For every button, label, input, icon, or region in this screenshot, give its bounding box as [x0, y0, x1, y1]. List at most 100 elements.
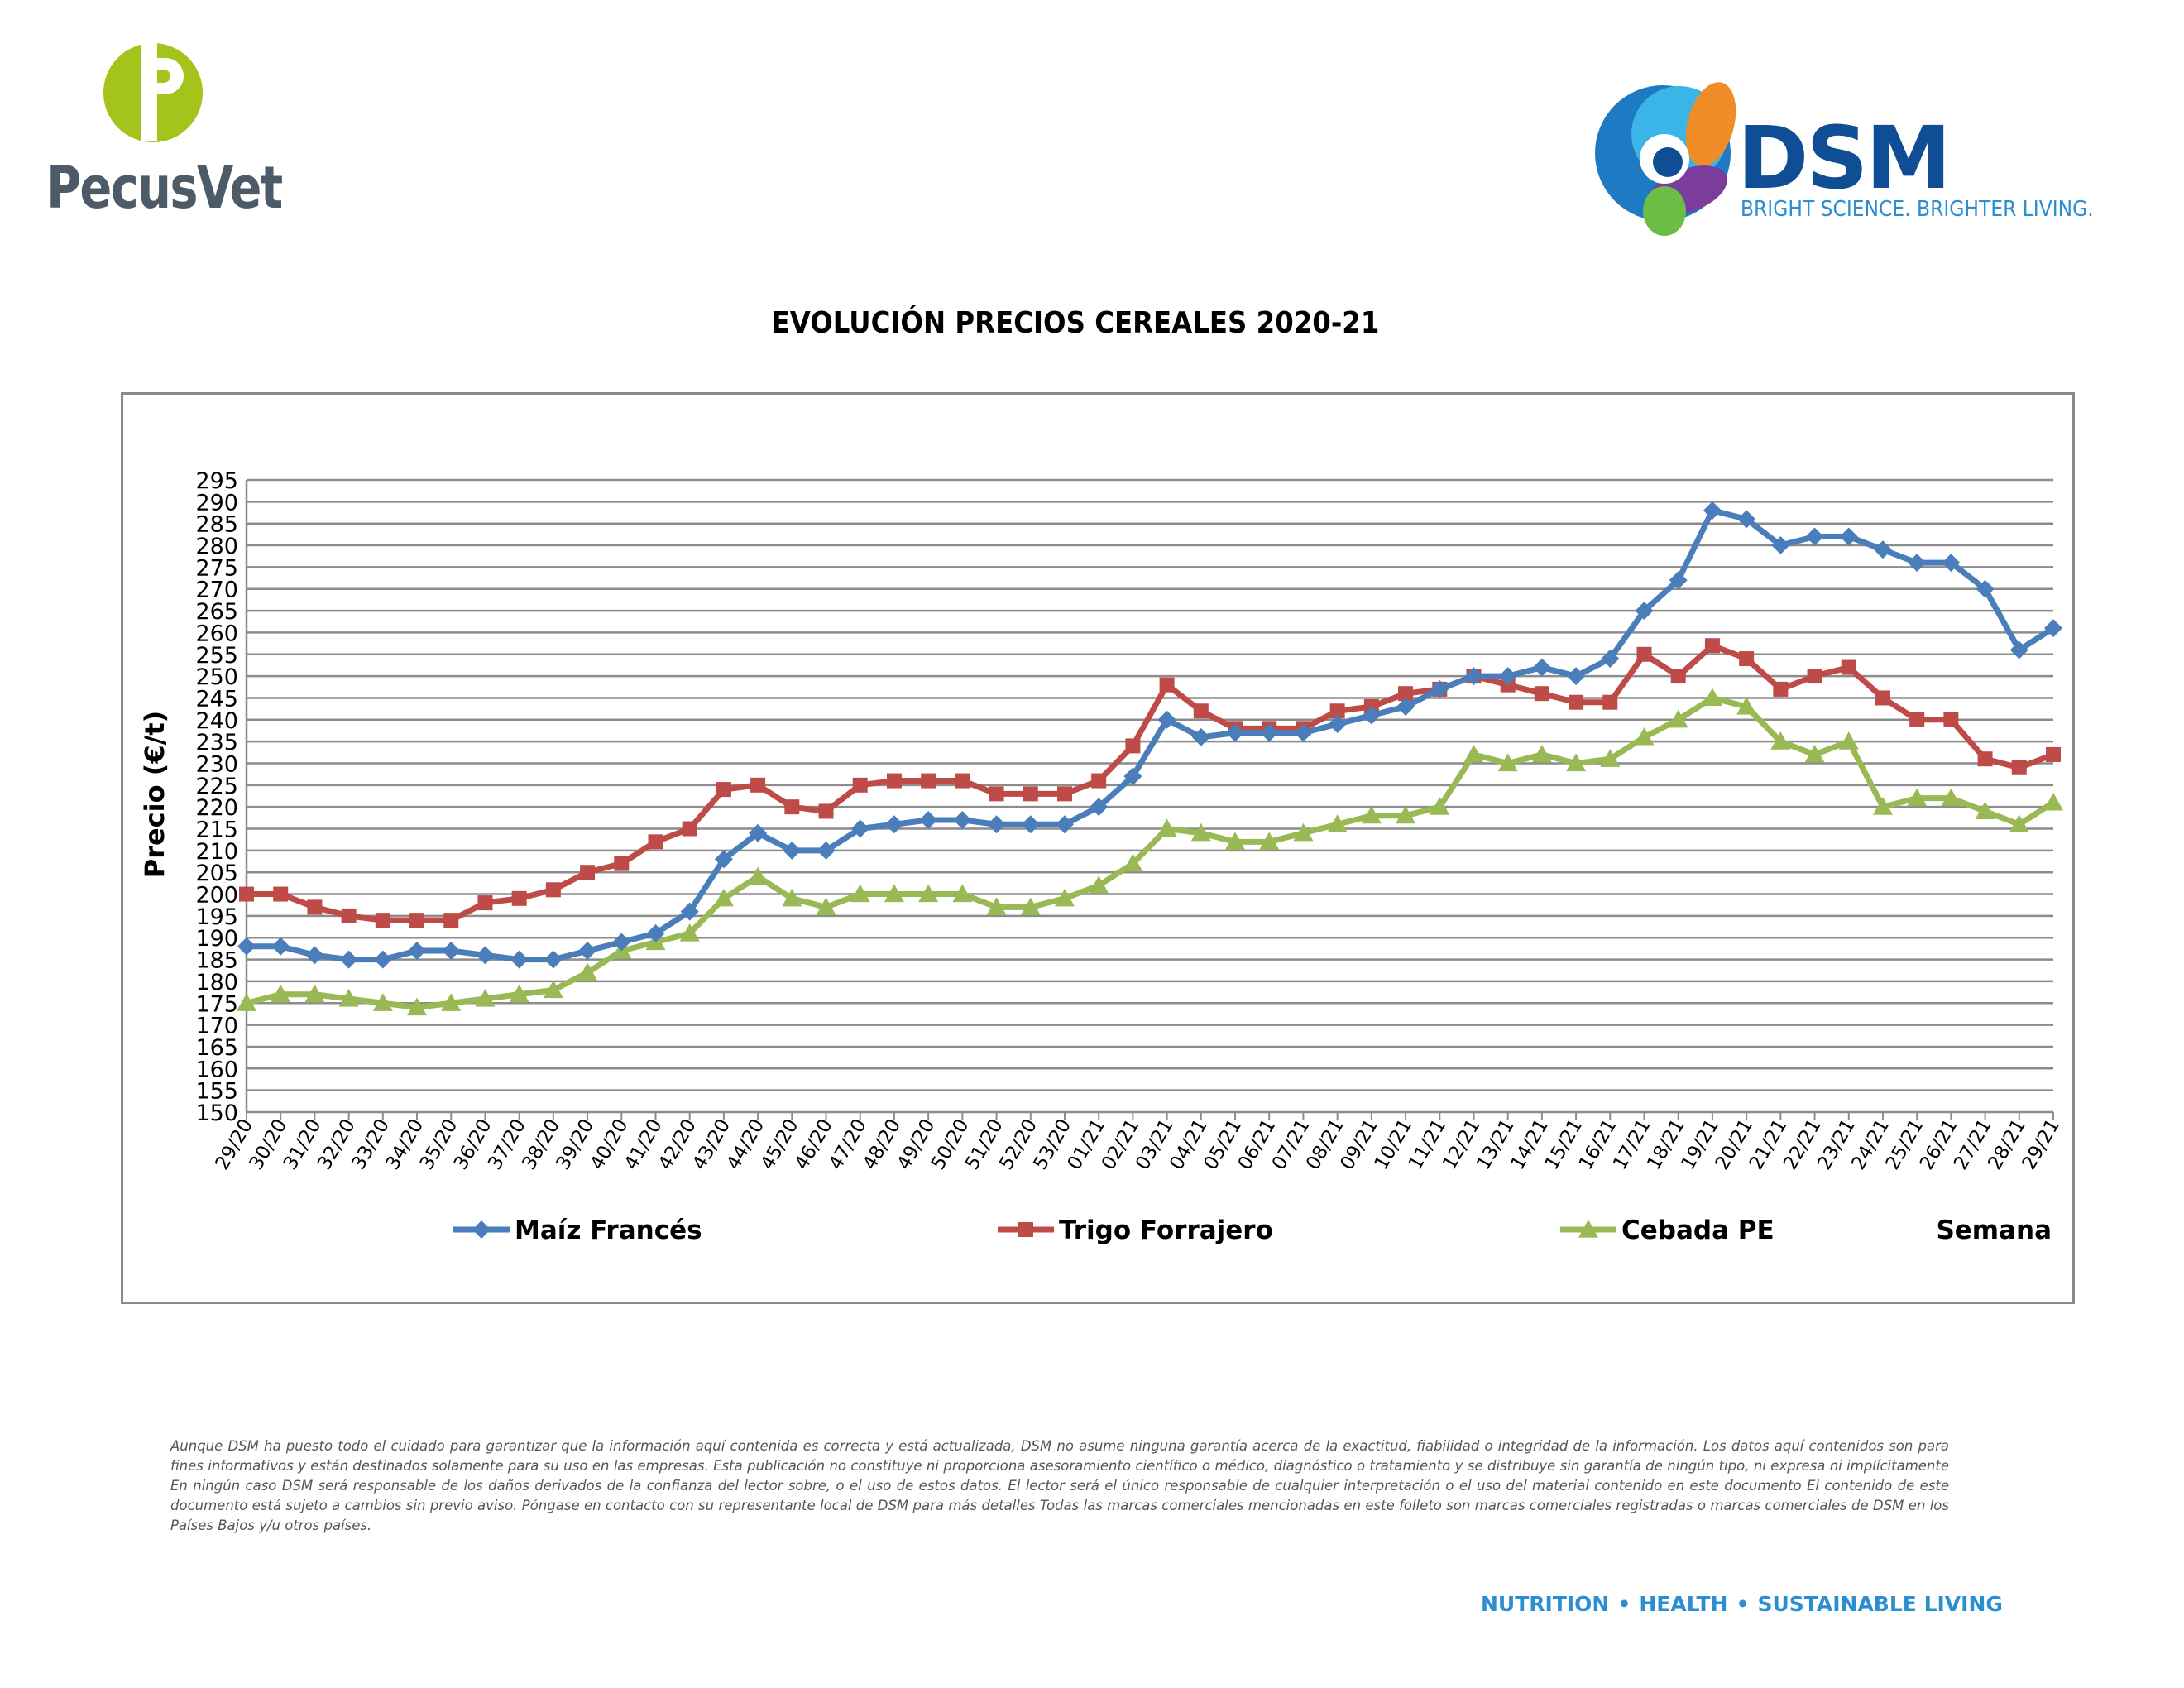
data-point-diamond — [850, 819, 869, 838]
footer-separator: • — [1617, 1592, 1631, 1616]
data-point-diamond — [1976, 579, 1995, 598]
data-point-square — [1977, 751, 1993, 767]
data-point-square — [580, 865, 596, 880]
data-point-triangle — [816, 897, 836, 915]
data-point-triangle — [2043, 792, 2063, 811]
data-point-square — [1909, 712, 1925, 727]
data-point-square — [852, 777, 868, 793]
data-point-diamond — [1635, 602, 1654, 621]
data-point-diamond — [749, 823, 768, 842]
data-point-diamond — [1021, 815, 1040, 834]
data-point-diamond — [680, 902, 699, 921]
data-point-diamond — [1328, 715, 1347, 734]
data-point-triangle — [271, 984, 291, 1003]
legend-label: Cebada PE — [1621, 1216, 1774, 1245]
data-point-diamond — [1839, 527, 1858, 546]
data-point-triangle — [1293, 822, 1314, 842]
chart-legend: Maíz Francés Trigo Forrajero Cebada PE — [453, 1216, 1774, 1245]
data-point-square — [1398, 686, 1414, 702]
legend-item: Cebada PE — [1560, 1216, 1774, 1245]
data-point-diamond — [987, 815, 1006, 834]
data-point-square — [1329, 703, 1345, 719]
data-point-square — [614, 856, 630, 871]
data-point-triangle — [304, 984, 325, 1003]
data-point-diamond — [1567, 667, 1586, 686]
data-point-diamond — [953, 810, 972, 829]
y-tick-label: 190 — [195, 926, 238, 952]
data-point-triangle — [1190, 822, 1211, 842]
data-point-diamond — [1055, 815, 1074, 834]
chart-frame — [121, 392, 2075, 1304]
data-point-triangle — [338, 989, 359, 1007]
data-point-triangle — [1361, 805, 1382, 824]
data-point-diamond — [1805, 527, 1824, 546]
data-point-square — [1193, 703, 1209, 719]
chart-title: EVOLUCIÓN PRECIOS CEREALES 2020-21 — [771, 306, 1380, 340]
y-tick-label: 260 — [195, 621, 238, 646]
data-point-diamond — [373, 950, 392, 969]
y-tick-label: 250 — [195, 664, 238, 690]
data-point-square — [239, 886, 254, 902]
data-point-triangle — [782, 888, 802, 907]
y-tick-label: 160 — [195, 1057, 238, 1082]
data-point-square — [1534, 686, 1549, 702]
data-point-square — [648, 834, 663, 850]
data-point-diamond — [1601, 650, 1620, 669]
data-point-triangle — [1941, 788, 1961, 807]
data-point-square — [1875, 690, 1890, 706]
data-point-diamond — [1362, 706, 1381, 725]
data-point-triangle — [1259, 832, 1280, 850]
data-point-square — [511, 890, 527, 906]
footer-item-nutrition: NUTRITION — [1481, 1592, 1610, 1616]
data-point-square — [1018, 1222, 1033, 1237]
data-point-triangle — [1872, 797, 1893, 815]
y-tick-label: 200 — [195, 883, 238, 909]
dsm-logo — [1595, 82, 1736, 236]
y-tick-label: 170 — [195, 1014, 238, 1039]
data-point-diamond — [714, 850, 733, 869]
legend-item: Maíz Francés — [453, 1216, 702, 1245]
data-point-square — [1704, 638, 1720, 654]
x-axis-label: Semana — [1936, 1216, 2052, 1245]
data-point-diamond — [544, 950, 563, 969]
data-point-diamond — [237, 937, 256, 956]
data-point-diamond — [578, 942, 597, 961]
dsm-tagline: BRIGHT SCIENCE. BRIGHTER LIVING. — [1741, 197, 2094, 222]
data-point-triangle — [952, 884, 973, 903]
data-point-diamond — [1669, 571, 1688, 590]
data-point-diamond — [1498, 667, 1517, 686]
data-point-diamond — [476, 946, 495, 965]
data-point-diamond — [442, 942, 461, 961]
data-point-diamond — [646, 923, 665, 942]
y-tick-label: 230 — [195, 751, 238, 777]
data-point-diamond — [339, 950, 358, 969]
data-point-square — [682, 821, 697, 837]
y-tick-label: 285 — [195, 512, 238, 538]
data-point-triangle — [986, 897, 1007, 915]
footer-item-sustainable-living: SUSTAINABLE LIVING — [1757, 1592, 2003, 1616]
data-point-diamond — [1771, 536, 1790, 555]
dsm-logo-text: DSM — [1737, 108, 1952, 209]
y-tick-label: 245 — [195, 686, 238, 712]
data-point-diamond — [2044, 619, 2062, 638]
pecusvet-logo-text: PecusVet — [46, 154, 283, 222]
data-point-square — [1602, 694, 1618, 710]
data-point-square — [443, 913, 459, 928]
data-point-triangle — [1531, 744, 1552, 763]
data-point-triangle — [1020, 897, 1041, 915]
data-point-square — [1159, 677, 1175, 693]
data-point-triangle — [1838, 731, 1859, 750]
data-point-triangle — [1578, 1220, 1598, 1238]
data-point-diamond — [305, 946, 324, 965]
data-point-diamond — [408, 942, 427, 961]
y-tick-label: 225 — [195, 774, 238, 799]
data-point-triangle — [1396, 805, 1416, 824]
y-tick-label: 290 — [195, 490, 238, 516]
y-axis-ticks: 1501551601651701751801851901952002052102… — [195, 468, 238, 1126]
data-point-square — [818, 803, 834, 819]
series-1 — [239, 638, 2061, 928]
data-point-square — [2046, 746, 2061, 762]
data-point-triangle — [577, 962, 598, 981]
data-point-square — [1569, 694, 1584, 710]
